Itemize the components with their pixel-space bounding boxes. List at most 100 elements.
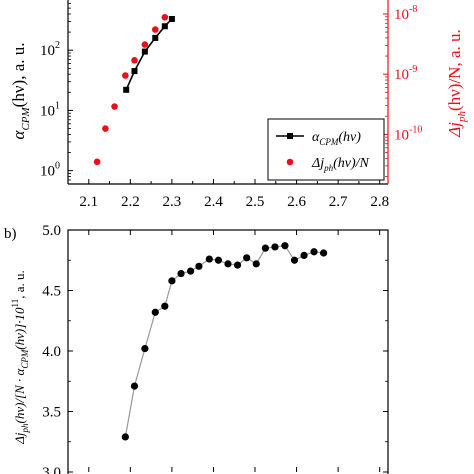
tick-exponent: 2: [55, 40, 60, 51]
tick-base: 10: [40, 164, 55, 180]
right-tick-label: 10-9: [394, 64, 417, 83]
legend-tail: (hν): [338, 130, 361, 145]
tick-base: 10: [394, 127, 409, 143]
tick-base: 10: [394, 67, 409, 83]
data-point-alpha-cpm: [161, 23, 168, 30]
x-tick-label: 2.1: [79, 194, 98, 210]
label-superscript: 11: [10, 299, 20, 308]
data-point: [151, 308, 159, 316]
data-point: [281, 242, 289, 250]
data-point-delta-j: [102, 125, 109, 132]
legend-tail: (hν)/N: [333, 156, 369, 171]
left-tick-label: 100: [40, 161, 60, 180]
left-tick-label: 101: [40, 100, 60, 119]
data-point: [205, 255, 213, 263]
data-point: [300, 251, 308, 260]
data-point-alpha-cpm: [123, 86, 130, 93]
x-tick-label: 2.6: [287, 194, 306, 210]
left-axis-label: αCPM(hν), a. u.: [9, 43, 32, 140]
label-main: Δj: [12, 432, 27, 445]
x-tick-label: 2.2: [121, 194, 140, 210]
y-tick-label: 4.5: [42, 284, 61, 300]
data-point-delta-j: [141, 41, 149, 48]
y-tick-label: 3.5: [42, 405, 61, 421]
label-unit: , a. u.: [12, 270, 27, 299]
label-tail: (hν)]·10: [12, 307, 27, 350]
y-tick-label: 4.0: [42, 344, 61, 360]
tick-exponent: -9: [409, 64, 417, 75]
x-tick-label: 2.7: [329, 194, 348, 210]
plot-frame: [67, 229, 389, 474]
data-point-delta-j: [151, 26, 159, 33]
legend-main: α: [312, 130, 320, 145]
data-point: [224, 260, 232, 268]
label-main: Δj: [445, 122, 464, 138]
label-tail: (hν)/N, a. u.: [445, 29, 464, 111]
right-tick-label: 10-8: [394, 4, 417, 23]
data-point-alpha-cpm: [168, 15, 175, 22]
data-point: [319, 249, 328, 257]
right-axis-label: Δjph(hν)/N, a. u.: [445, 29, 468, 138]
label-subscript: CPM: [20, 349, 30, 369]
x-tick-label: 2.3: [163, 194, 182, 210]
data-point: [261, 244, 270, 252]
right-tick-label: 10-10: [394, 124, 422, 143]
label-main: α: [9, 129, 28, 139]
x-tick-label: 2.4: [204, 194, 223, 210]
data-point-alpha-cpm: [141, 48, 148, 55]
panel-b: b) 3.0 3.5 4.0 4.5 5.0 Δjph(hν)/[N · αCPM(hν)]…: [4, 223, 389, 474]
label-mid: (hν)/[N · α: [12, 368, 27, 424]
legend-label-alpha-cpm: αCPM(hν): [312, 130, 361, 147]
legend-box: [267, 118, 385, 181]
tick-exponent: -10: [409, 124, 422, 135]
label-subscript: ph: [456, 111, 468, 124]
legend-main: Δj: [311, 156, 324, 171]
data-point-delta-j: [111, 103, 118, 110]
tick-base: 10: [40, 103, 55, 119]
data-point: [195, 262, 203, 270]
label-subscript: ph: [20, 423, 30, 434]
x-tick-label: 2.5: [246, 194, 265, 210]
data-point: [186, 267, 195, 275]
panel-a: 2.1 2.2 2.3 2.4 2.5 2.6 2.7 2.810010110210-1010…: [9, 0, 468, 210]
data-point-delta-j: [122, 72, 129, 79]
data-point: [168, 277, 176, 285]
data-point-alpha-cpm: [152, 34, 159, 41]
data-point: [243, 254, 251, 262]
legend-marker-alpha-cpm: [287, 133, 293, 139]
tick-base: 10: [394, 7, 409, 23]
label-tail: (hν), a. u.: [9, 43, 28, 108]
data-point-alpha-cpm: [131, 68, 138, 75]
legend-label-delta-j: Δjph(hν)/N: [311, 156, 370, 173]
tick-exponent: -8: [409, 4, 417, 15]
data-point-delta-j: [93, 158, 101, 166]
data-point: [233, 261, 242, 269]
legend-subscript: ph: [323, 163, 334, 173]
data-point: [130, 382, 139, 390]
tick-exponent: 1: [55, 100, 60, 111]
data-point: [214, 256, 223, 264]
data-point: [310, 248, 318, 256]
data-point: [271, 243, 279, 251]
tick-exponent: 0: [55, 161, 60, 172]
left-tick-label: 102: [40, 40, 60, 59]
data-point: [177, 269, 185, 278]
data-point-delta-j: [131, 56, 138, 64]
x-tick-label: 2.8: [370, 194, 389, 210]
data-point: [141, 344, 149, 353]
data-point: [161, 302, 169, 310]
y-tick-label: 5.0: [42, 223, 61, 239]
label-subscript: CPM: [20, 106, 32, 130]
y-axis-label: Δjph(hν)/[N · αCPM(hν)]·1011, a. u.: [10, 270, 30, 445]
series-line: [124, 245, 324, 438]
series-line-alpha-cpm: [125, 18, 173, 91]
legend-subscript: CPM: [319, 137, 339, 147]
legend-marker-delta-j: [286, 158, 294, 166]
panel-label-b: b): [4, 226, 17, 242]
data-point: [121, 433, 129, 441]
data-point: [252, 260, 260, 268]
tick-base: 10: [40, 43, 55, 59]
data-point-delta-j: [161, 14, 169, 21]
y-tick-label: 3.0: [42, 465, 61, 474]
